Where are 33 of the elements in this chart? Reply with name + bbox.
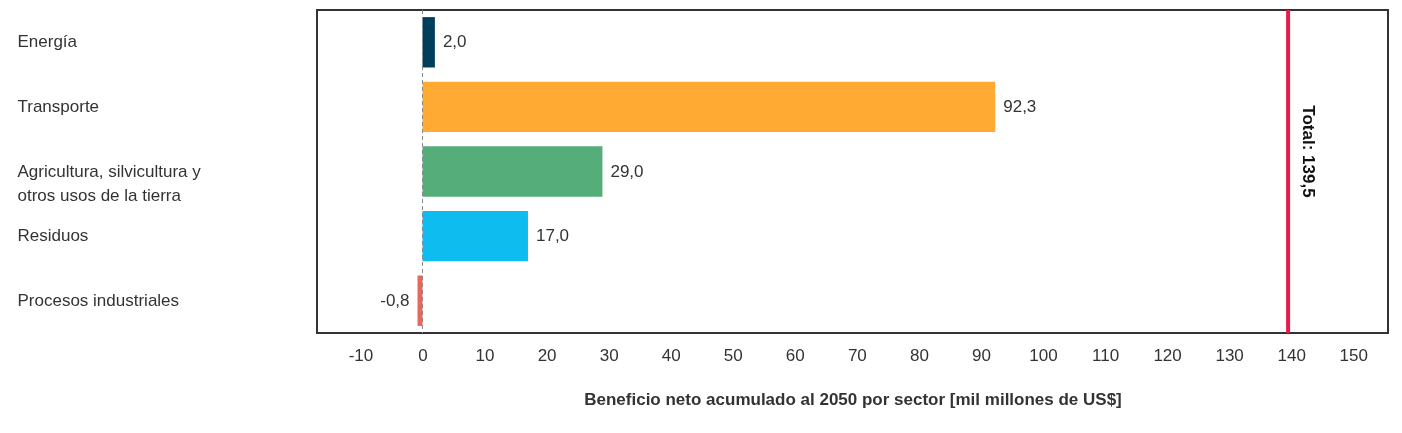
x-tick-label: 10: [475, 345, 495, 365]
x-tick-label: 20: [537, 345, 557, 365]
x-axis-title: Beneficio neto acumulado al 2050 por sector [mil millones de US$]: [584, 389, 1122, 409]
data-label: 2,0: [442, 32, 467, 52]
x-tick-label: 60: [785, 345, 805, 365]
y-tick-label: Transporte: [17, 96, 100, 116]
x-tick-label: 110: [1091, 345, 1120, 365]
data-label: -0,8: [380, 290, 410, 310]
y-tick-label: Residuos: [17, 226, 89, 246]
x-tick-label: 140: [1277, 345, 1306, 365]
x-tick-label: 120: [1153, 345, 1182, 365]
x-tick-label: -10: [348, 345, 374, 365]
ref-line-label: Total: 139,5: [1299, 105, 1319, 198]
x-tick-label: 150: [1339, 345, 1368, 365]
bar: [422, 81, 996, 133]
bar: [422, 17, 435, 68]
x-tick-label: 0: [418, 345, 428, 365]
x-tick-label: 40: [661, 345, 681, 365]
x-tick-label: 30: [599, 345, 619, 365]
bar: [422, 146, 603, 197]
y-tick-label: Procesos industriales: [17, 290, 180, 310]
x-tick-label: 80: [909, 345, 929, 365]
x-tick-label: 70: [847, 345, 867, 365]
data-label: 29,0: [610, 161, 644, 181]
x-tick-label: 90: [971, 345, 991, 365]
data-label: 17,0: [535, 226, 570, 246]
y-tick-label: Energía: [17, 32, 78, 52]
x-tick-label: 130: [1215, 345, 1244, 365]
x-tick-label: 50: [723, 345, 743, 365]
data-label: 92,3: [1003, 96, 1037, 116]
x-tick-label: 100: [1029, 345, 1058, 365]
y-tick-label: Agricultura, silvicultura y otros usos de la tierra: [17, 161, 202, 205]
bar: [422, 210, 528, 262]
